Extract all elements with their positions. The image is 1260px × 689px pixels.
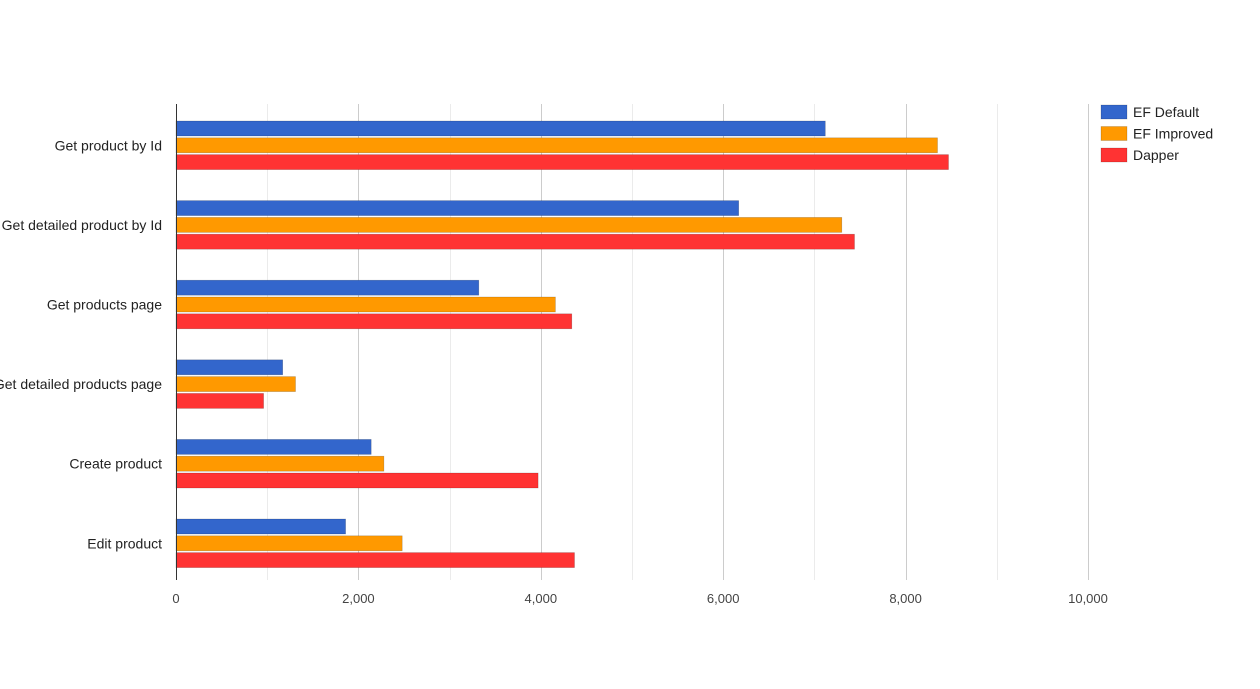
legend-label: Dapper	[1133, 147, 1179, 163]
bar-1-ef-default[interactable]	[175, 200, 740, 216]
category-label: Get product by Id	[55, 137, 162, 153]
bar-5-dapper[interactable]	[175, 552, 575, 568]
legend-swatch	[1100, 147, 1128, 163]
category-label: Create product	[69, 456, 162, 472]
legend-swatch	[1100, 126, 1128, 141]
bar-5-ef-default[interactable]	[175, 518, 346, 535]
x-tick-label: 4,000	[525, 591, 558, 606]
bar-0-dapper[interactable]	[175, 154, 949, 170]
legend-label: EF Default	[1133, 104, 1199, 120]
bar-2-ef-improved[interactable]	[175, 296, 556, 313]
x-tick-label: 10,000	[1068, 591, 1108, 606]
category-label: Get detailed products page	[0, 376, 162, 392]
gridlines	[267, 104, 1089, 580]
x-tick-label: 2,000	[342, 591, 375, 606]
x-tick-label: 0	[172, 591, 179, 606]
x-tick-label: 8,000	[889, 591, 922, 606]
bars	[175, 120, 949, 568]
bar-0-ef-improved[interactable]	[175, 137, 938, 154]
bar-3-ef-improved[interactable]	[175, 376, 296, 392]
tick-labels: 0 2,000 4,000 6,000 8,000 10,000	[172, 591, 1108, 606]
bar-1-dapper[interactable]	[175, 233, 855, 250]
category-label: Get products page	[47, 297, 162, 313]
category-label: Get detailed product by Id	[2, 217, 162, 233]
legend-item-ef-improved[interactable]: EF Improved	[1100, 126, 1213, 142]
legend-swatch	[1100, 104, 1128, 120]
bar-0-ef-default[interactable]	[175, 120, 826, 137]
legend-label: EF Improved	[1133, 126, 1213, 142]
legend-item-ef-default[interactable]: EF Default	[1100, 104, 1199, 120]
bar-4-ef-default[interactable]	[175, 439, 372, 455]
bar-3-dapper[interactable]	[175, 393, 264, 409]
legend[interactable]: EF Default EF Improved Dapper	[1100, 104, 1213, 163]
bar-5-ef-improved[interactable]	[175, 535, 403, 552]
category-label: Edit product	[87, 535, 162, 551]
category-labels: Get product by Id Get detailed product by…	[0, 137, 162, 551]
bar-2-ef-default[interactable]	[175, 279, 480, 296]
x-tick-label: 6,000	[707, 591, 740, 606]
bar-1-ef-improved[interactable]	[175, 217, 843, 233]
bar-2-dapper[interactable]	[175, 313, 573, 330]
bar-4-ef-improved[interactable]	[175, 455, 385, 472]
bar-4-dapper[interactable]	[175, 472, 539, 489]
bar-3-ef-default[interactable]	[175, 359, 283, 376]
legend-item-dapper[interactable]: Dapper	[1100, 147, 1179, 163]
